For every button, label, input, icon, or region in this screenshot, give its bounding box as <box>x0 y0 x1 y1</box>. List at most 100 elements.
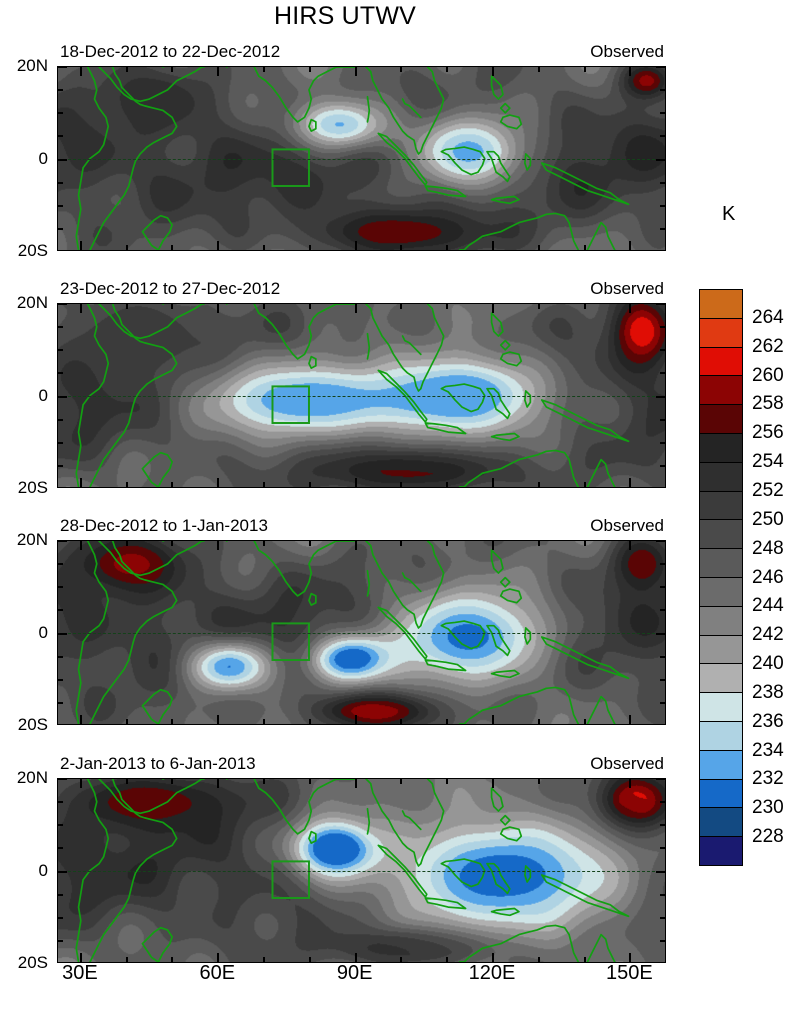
axis-tick <box>58 349 63 352</box>
coastline-path <box>89 779 178 962</box>
axis-tick <box>629 67 632 76</box>
axis-tick <box>217 779 220 788</box>
axis-tick <box>58 586 63 589</box>
coastline-path <box>98 304 141 340</box>
coastline-path <box>419 779 445 865</box>
coastline-path <box>89 541 178 724</box>
coastline-path <box>401 572 422 593</box>
x-axis-label-120E: 120E <box>468 962 516 984</box>
panel-source-label: Observed <box>590 279 664 298</box>
colorbar-unit-label: K <box>722 203 736 225</box>
axis-tick <box>58 326 63 329</box>
y-axis-label-20N: 20N <box>16 293 48 312</box>
axis-tick <box>58 541 67 542</box>
axis-tick <box>537 245 540 250</box>
axis-tick <box>58 701 63 704</box>
colorbar-tick-260: 260 <box>752 364 784 386</box>
axis-tick <box>79 715 82 724</box>
axis-tick <box>537 719 540 724</box>
y-axis-label-20N: 20N <box>16 768 48 787</box>
colorbar-tick-238: 238 <box>752 681 784 703</box>
colorbar-tick-232: 232 <box>752 768 784 790</box>
coastline-path <box>401 98 422 119</box>
colorbar[interactable] <box>699 289 743 866</box>
axis-tick <box>656 632 665 635</box>
axis-tick <box>660 418 665 421</box>
coastline-path <box>424 659 467 672</box>
axis-tick <box>171 67 174 72</box>
axis-tick <box>629 478 632 487</box>
colorbar-tick-labels: 264 262 260 258 256 254 252 250 248 246 244 242 240 2… <box>752 289 794 866</box>
axis-tick <box>660 678 665 681</box>
axis-tick <box>656 395 665 398</box>
colorbar-band <box>700 721 742 751</box>
axis-tick <box>58 916 63 919</box>
axis-tick <box>308 957 311 962</box>
y-axis-label-0: 0 <box>38 148 48 168</box>
axis-tick <box>446 67 449 72</box>
colorbar-band <box>700 549 742 578</box>
colorbar-tick-246: 246 <box>752 566 784 588</box>
colorbar-tick-228: 228 <box>752 826 784 848</box>
coastline-path <box>308 355 317 369</box>
axis-tick <box>217 67 220 76</box>
axis-tick <box>58 67 67 68</box>
coastline-path <box>139 304 205 340</box>
axis-tick <box>660 609 665 612</box>
coastline-path <box>366 95 371 123</box>
coastline-path <box>141 688 173 724</box>
axis-tick <box>400 779 403 784</box>
map-plot-area[interactable] <box>57 540 666 725</box>
coastline-path <box>458 449 580 487</box>
coastline-path <box>75 304 110 487</box>
axis-tick <box>58 227 63 230</box>
colorbar-tick-234: 234 <box>752 739 784 761</box>
axis-tick <box>583 957 586 962</box>
axis-tick <box>492 715 494 724</box>
coastline-path <box>419 304 445 390</box>
axis-tick <box>171 719 174 724</box>
axis-tick <box>446 245 449 250</box>
coastline-path <box>366 332 371 360</box>
coastline-path <box>253 67 338 123</box>
colorbar-band <box>700 779 742 809</box>
axis-tick <box>263 304 266 309</box>
coastline-path <box>141 926 173 962</box>
axis-tick <box>263 779 266 784</box>
axis-tick <box>58 112 63 115</box>
coastline-path <box>139 541 205 577</box>
colorbar-band <box>700 405 742 434</box>
colorbar-tick-258: 258 <box>752 393 784 415</box>
axis-tick <box>583 541 586 546</box>
coastline-path <box>458 686 580 724</box>
axis-tick <box>79 779 82 788</box>
coastline-path <box>440 383 486 413</box>
axis-tick <box>308 304 311 309</box>
coastline-path <box>98 779 141 815</box>
coastline-path <box>490 432 520 442</box>
colorbar-band <box>700 606 742 636</box>
y-axis-label-20S: 20S <box>17 953 48 972</box>
coastline-path <box>486 624 511 657</box>
axis-tick <box>354 953 357 962</box>
colorbar-band <box>700 491 742 521</box>
axis-tick <box>583 245 586 250</box>
coastline-path <box>586 458 616 487</box>
map-plot-area[interactable] <box>57 778 666 963</box>
coastline-path <box>98 541 141 577</box>
map-plot-area[interactable] <box>57 66 666 251</box>
coastline-overlay <box>75 541 630 724</box>
axis-tick <box>125 482 128 487</box>
coastline-path <box>419 67 445 153</box>
coastline-path <box>401 335 422 356</box>
axis-tick <box>446 482 449 487</box>
axis-tick <box>354 715 357 724</box>
axis-tick <box>58 678 63 681</box>
axis-tick <box>629 715 632 724</box>
map-plot-area[interactable] <box>57 303 666 488</box>
axis-tick <box>583 482 586 487</box>
equator-line <box>58 158 665 160</box>
equator-line <box>58 870 665 872</box>
axis-tick <box>660 824 665 827</box>
